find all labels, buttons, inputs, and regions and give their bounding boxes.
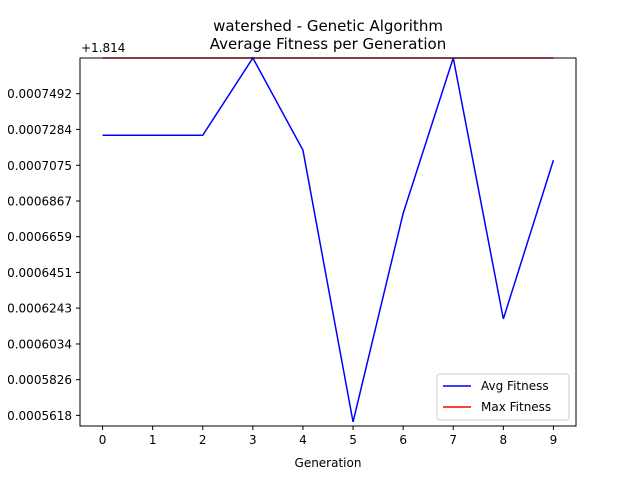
x-tick-label: 5 bbox=[349, 433, 357, 447]
x-axis: 0 1 2 3 4 5 6 7 8 9 bbox=[99, 426, 558, 447]
x-tick-label: 2 bbox=[199, 433, 207, 447]
y-axis: 0.0007492 0.0007284 0.0007075 0.0006867 0.00… bbox=[7, 87, 80, 423]
plot-frame bbox=[79, 57, 577, 427]
x-tick-label: 7 bbox=[449, 433, 457, 447]
legend-label-avg-fitness: Avg Fitness bbox=[481, 379, 549, 393]
legend: Avg Fitness Max Fitness bbox=[436, 373, 570, 421]
y-tick-label: 0.0006451 bbox=[7, 266, 72, 280]
chart-title-line2: Average Fitness per Generation bbox=[210, 35, 446, 53]
x-tick-label: 3 bbox=[249, 433, 257, 447]
x-tick-label: 8 bbox=[500, 433, 508, 447]
series-line-avg-fitness bbox=[102, 56, 555, 423]
y-tick-label: 0.0006867 bbox=[7, 194, 72, 208]
x-tick-label: 0 bbox=[99, 433, 107, 447]
y-tick-label: 0.0006243 bbox=[7, 302, 72, 316]
x-tick-label: 9 bbox=[550, 433, 558, 447]
x-axis-label: Generation bbox=[295, 456, 362, 470]
y-tick-label: 0.0007075 bbox=[7, 159, 72, 173]
x-tick-label: 1 bbox=[149, 433, 157, 447]
chart-title-line1: watershed - Genetic Algorithm bbox=[213, 17, 443, 35]
y-tick-label: 0.0007284 bbox=[7, 123, 72, 137]
y-tick-label: 0.0007492 bbox=[7, 87, 72, 101]
y-tick-label: 0.0005618 bbox=[7, 409, 72, 423]
legend-label-max-fitness: Max Fitness bbox=[481, 400, 551, 414]
x-tick-label: 4 bbox=[299, 433, 307, 447]
y-offset-label: +1.814 bbox=[81, 41, 125, 55]
y-tick-label: 0.0006659 bbox=[7, 230, 72, 244]
y-tick-label: 0.0005826 bbox=[7, 373, 72, 387]
y-tick-label: 0.0006034 bbox=[7, 337, 72, 351]
x-tick-label: 6 bbox=[399, 433, 407, 447]
